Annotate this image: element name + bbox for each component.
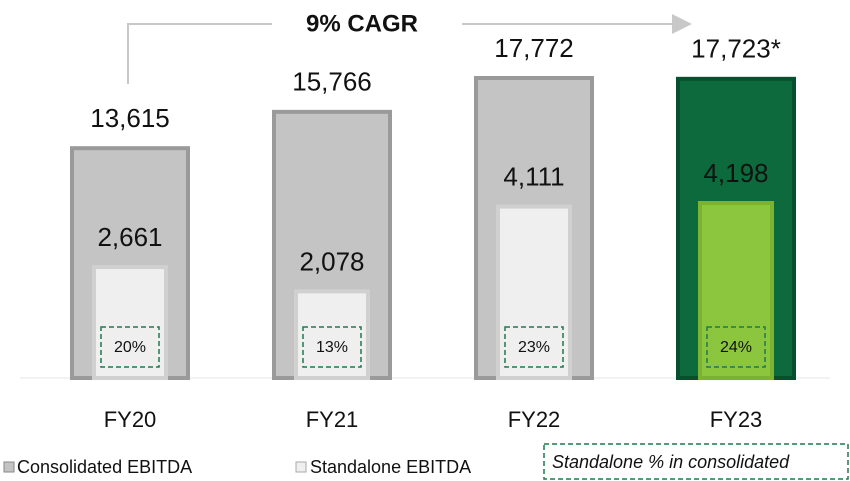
share-label: 23% [518, 339, 550, 356]
consolidated-label: 13,615 [90, 103, 170, 133]
x-tick-label: FY23 [710, 407, 763, 432]
standalone-label: 4,198 [703, 158, 768, 188]
share-label: 13% [316, 339, 348, 356]
share-label: 20% [114, 339, 146, 356]
cagr-label: 9% CAGR [306, 10, 418, 37]
share-label: 24% [720, 339, 752, 356]
legend-box [543, 443, 849, 480]
cagr-line [127, 23, 272, 84]
standalone-bar [496, 204, 572, 380]
standalone-bar [92, 265, 168, 380]
x-tick-label: FY22 [508, 407, 561, 432]
consolidated-label: 17,772 [494, 33, 574, 63]
consolidated-label: 15,766 [292, 67, 372, 97]
legend-swatch [295, 461, 307, 473]
standalone-label: 2,078 [299, 246, 364, 276]
share-box [100, 326, 160, 368]
standalone-bar [698, 201, 774, 380]
legend-label: Standalone EBITDA [310, 457, 471, 477]
standalone-label: 4,111 [503, 162, 564, 192]
share-box [504, 326, 564, 368]
consolidated-label: 17,723* [691, 34, 781, 64]
standalone-label: 2,661 [97, 222, 162, 252]
share-box [706, 326, 766, 368]
legend-label: Standalone % in consolidated [552, 452, 790, 472]
legend-swatch [3, 461, 15, 473]
standalone-bar [294, 289, 370, 381]
x-tick-label: FY20 [104, 407, 157, 432]
legend-label: Consolidated EBITDA [17, 457, 192, 477]
share-box [302, 326, 362, 368]
x-tick-label: FY21 [306, 407, 359, 432]
